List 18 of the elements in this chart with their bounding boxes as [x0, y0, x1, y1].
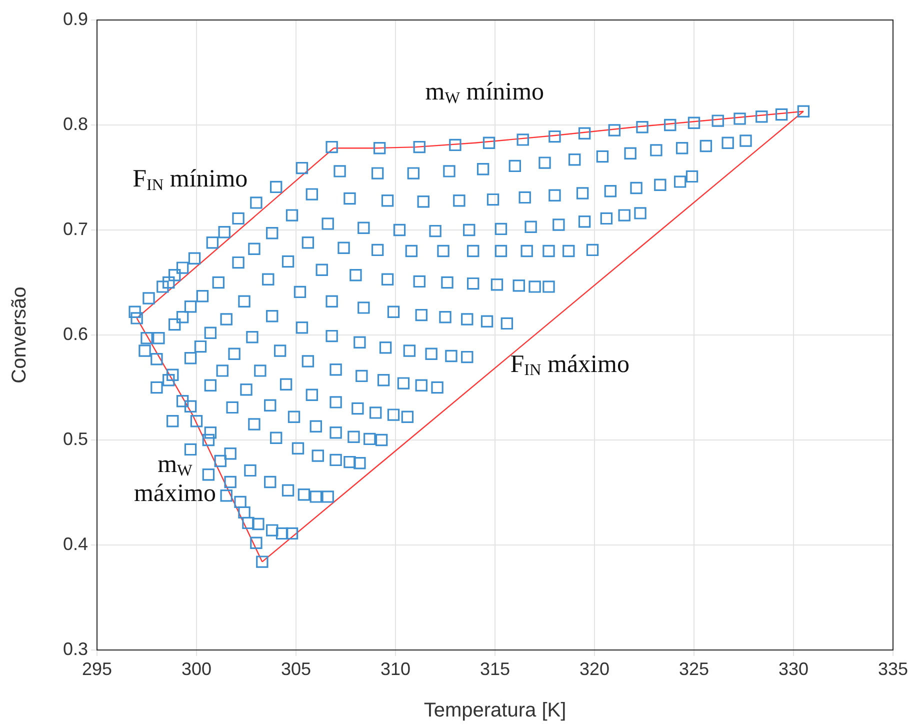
y-tick-label: 0.8 — [62, 114, 88, 134]
y-tick-label: 0.9 — [62, 8, 88, 29]
x-axis-title: Temperatura [K] — [424, 700, 566, 722]
y-tick-label: 0.4 — [62, 534, 88, 554]
y-tick-label: 0.6 — [62, 324, 88, 344]
x-tick-label: 330 — [778, 658, 809, 679]
x-tick-label: 320 — [579, 658, 610, 679]
x-tick-label: 305 — [280, 658, 312, 679]
y-tick-label: 0.5 — [62, 428, 88, 449]
x-tick-label: 335 — [878, 658, 908, 679]
x-tick-label: 300 — [181, 658, 212, 679]
x-tick-label: 325 — [678, 658, 710, 679]
y-axis-title: Conversão — [8, 286, 31, 384]
x-tick-label: 315 — [480, 658, 510, 679]
x-tick-label: 310 — [380, 658, 411, 679]
y-tick-label: 0.3 — [62, 638, 88, 659]
y-tick-label: 0.7 — [62, 218, 88, 239]
x-tick-label: 295 — [82, 658, 112, 679]
